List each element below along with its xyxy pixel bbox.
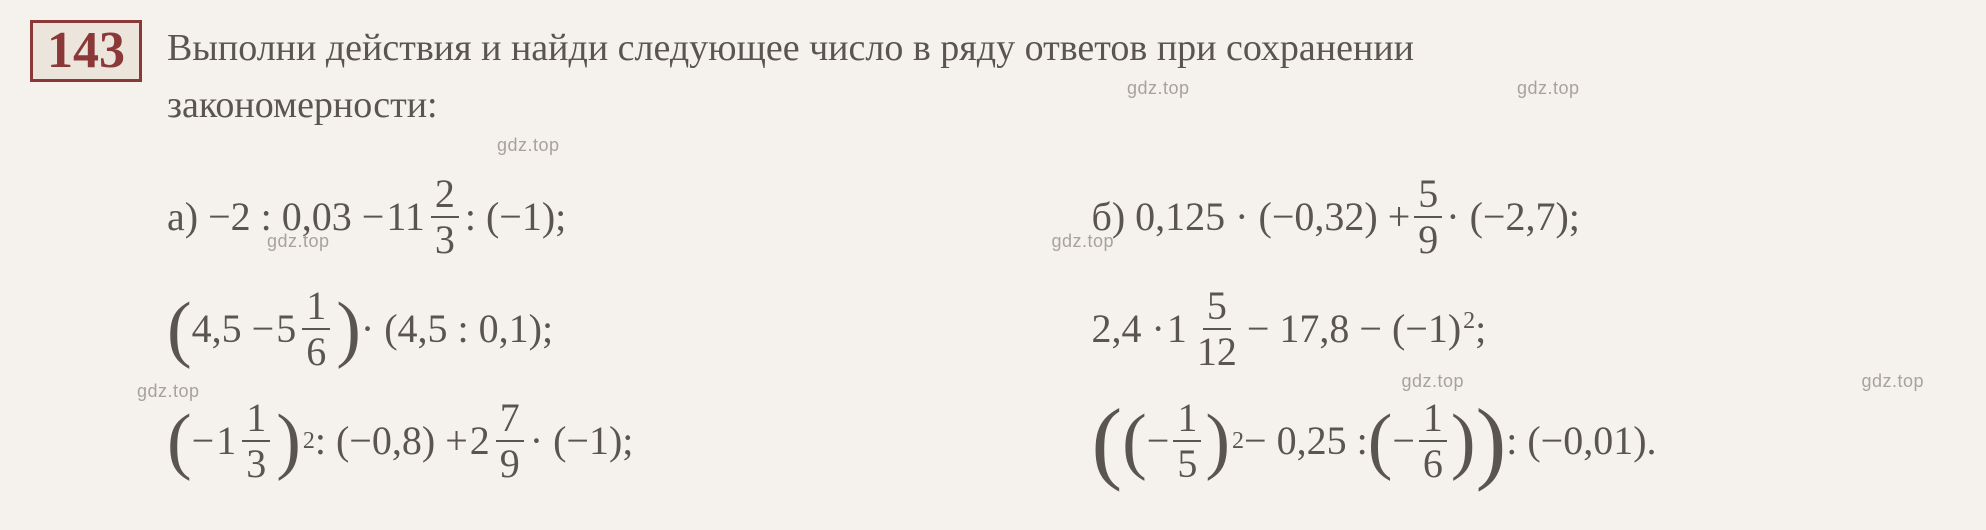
denominator: 9 [1414, 218, 1442, 260]
paren-group: ( − 1 5 ) [1122, 398, 1230, 484]
numerator: 1 [302, 286, 330, 330]
mixed-fraction: 2 7 9 [470, 398, 528, 484]
left-paren-icon: ( [1122, 419, 1147, 463]
numerator: 5 [1203, 286, 1231, 330]
content-block: Выполни действия и найди следующее число… [167, 20, 1956, 510]
paren-group: ( − 1 1 3 ) [167, 398, 301, 484]
text: : (−0,8) + [315, 411, 468, 471]
mixed-fraction: 5 1 6 [276, 286, 334, 372]
fraction: 5 12 [1193, 286, 1241, 372]
watermark-text: gdz.top [137, 378, 200, 405]
numerator: 7 [496, 398, 524, 442]
fraction: 5 9 [1414, 174, 1442, 260]
text: 0,125 · (−0,32) + [1135, 187, 1410, 247]
minus: − [192, 411, 215, 471]
text: ; [1475, 306, 1486, 351]
right-paren-icon: ) [336, 307, 361, 351]
expr-b3: ( ( − 1 5 ) 2 − 0,25 : ( − [1092, 398, 1957, 484]
mixed-fraction: 1 5 12 [1167, 286, 1245, 372]
watermark-text: gdz.top [1402, 368, 1465, 395]
numerator: 5 [1414, 174, 1442, 218]
outer-right-paren-icon: ) [1476, 416, 1507, 467]
whole: 2 [470, 411, 490, 471]
denominator: 3 [242, 442, 270, 484]
exponent: 2 [303, 423, 315, 459]
fraction: 1 5 [1173, 398, 1201, 484]
numerator: 1 [1419, 398, 1447, 442]
minus: − [1392, 411, 1415, 471]
fraction: 2 3 [431, 174, 459, 260]
text: 2,4 · [1092, 299, 1165, 359]
watermark-text: gdz.top [1052, 228, 1115, 255]
text: 4,5 − [192, 299, 275, 359]
problem-number-badge: 143 [30, 20, 142, 82]
text: : (−0,01). [1506, 411, 1656, 471]
exercise-container: 143 Выполни действия и найди следующее ч… [30, 20, 1956, 510]
numerator: 1 [1173, 398, 1201, 442]
whole: 11 [386, 187, 425, 247]
numerator: 1 [242, 398, 270, 442]
exponent: 2 [1232, 423, 1244, 459]
columns-wrapper: а) −2 : 0,03 − 11 2 3 : (−1); ( 4,5 [167, 148, 1956, 510]
text: − 17,8 − (−1)2; [1247, 299, 1486, 359]
text: − 0,25 : [1244, 411, 1368, 471]
whole: 5 [276, 299, 296, 359]
paren-group: ( 4,5 − 5 1 6 ) [167, 286, 361, 372]
fraction: 1 6 [302, 286, 330, 372]
minus: − [1147, 411, 1170, 471]
numerator: 2 [431, 174, 459, 218]
fraction: 1 6 [1419, 398, 1447, 484]
denominator: 12 [1193, 330, 1241, 372]
right-paren-icon: ) [1205, 419, 1230, 463]
expr-a3: ( − 1 1 3 ) 2 : (−0,8) + [167, 398, 1032, 484]
text: · (−2,7); [1446, 187, 1580, 247]
right-paren-icon: ) [276, 419, 301, 463]
right-paren-icon: ) [1451, 419, 1476, 463]
fraction: 1 3 [242, 398, 270, 484]
denominator: 9 [496, 442, 524, 484]
text: · (−1); [530, 411, 634, 471]
whole: 1 [1167, 299, 1187, 359]
column-a: а) −2 : 0,03 − 11 2 3 : (−1); ( 4,5 [167, 148, 1032, 510]
whole: 1 [216, 411, 236, 471]
expr-b1: б) 0,125 · (−0,32) + 5 9 · (−2,7); [1092, 174, 1957, 260]
instruction-line1: Выполни действия и найди следующее число… [167, 27, 1414, 69]
expr-b2: 2,4 · 1 5 12 − 17,8 − (−1)2; [1092, 286, 1957, 372]
left-paren-icon: ( [167, 419, 192, 463]
mixed-fraction: 1 1 3 [216, 398, 274, 484]
denominator: 3 [431, 218, 459, 260]
watermark-text: gdz.top [267, 228, 330, 255]
watermark-text: gdz.top [1127, 75, 1190, 102]
fraction: 7 9 [496, 398, 524, 484]
text: − 17,8 − (−1) [1247, 306, 1461, 351]
text: · (4,5 : 0,1); [361, 299, 553, 359]
watermark-text: gdz.top [1862, 368, 1925, 395]
exponent: 2 [1463, 308, 1475, 334]
instruction-line2: закономерности: [167, 84, 438, 126]
denominator: 6 [1419, 442, 1447, 484]
paren-group: ( − 1 6 ) [1368, 398, 1476, 484]
text: : (−1); [465, 187, 566, 247]
denominator: 6 [302, 330, 330, 372]
left-paren-icon: ( [167, 307, 192, 351]
mixed-fraction: 11 2 3 [386, 174, 463, 260]
label-a: а) [167, 187, 198, 247]
instruction-text: Выполни действия и найди следующее число… [167, 20, 1956, 134]
denominator: 5 [1173, 442, 1201, 484]
expr-a2: ( 4,5 − 5 1 6 ) · (4,5 : 0,1); [167, 286, 1032, 372]
outer-left-paren-icon: ( [1092, 416, 1123, 467]
watermark-text: gdz.top [1517, 75, 1580, 102]
column-b: б) 0,125 · (−0,32) + 5 9 · (−2,7); 2,4 ·… [1092, 148, 1957, 510]
left-paren-icon: ( [1368, 419, 1393, 463]
